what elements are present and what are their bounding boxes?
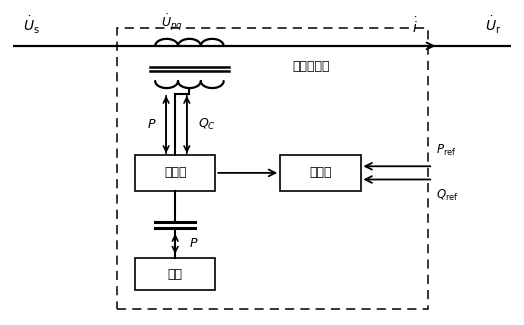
Text: $\dot{i}$: $\dot{i}$ bbox=[412, 17, 418, 36]
Text: 控制器: 控制器 bbox=[309, 166, 332, 179]
Bar bbox=[135, 154, 215, 191]
Text: 逆变器: 逆变器 bbox=[164, 166, 187, 179]
Bar bbox=[135, 258, 215, 290]
Text: $Q_C$: $Q_C$ bbox=[198, 117, 215, 132]
Text: $\dot{U}_{\rm s}$: $\dot{U}_{\rm s}$ bbox=[23, 15, 40, 36]
Text: $P$: $P$ bbox=[147, 118, 156, 131]
Text: $P_{\rm ref}$: $P_{\rm ref}$ bbox=[435, 143, 456, 158]
Bar bbox=[280, 154, 361, 191]
Text: $\dot{U}_{pq}$: $\dot{U}_{pq}$ bbox=[161, 13, 183, 33]
Bar bbox=[117, 28, 428, 309]
Text: $P$: $P$ bbox=[189, 237, 198, 250]
Text: $Q_{\rm ref}$: $Q_{\rm ref}$ bbox=[435, 188, 458, 202]
Text: $\dot{U}_{\rm r}$: $\dot{U}_{\rm r}$ bbox=[485, 15, 501, 36]
Text: 耦合变压器: 耦合变压器 bbox=[292, 60, 330, 73]
Text: 电源: 电源 bbox=[168, 268, 183, 281]
